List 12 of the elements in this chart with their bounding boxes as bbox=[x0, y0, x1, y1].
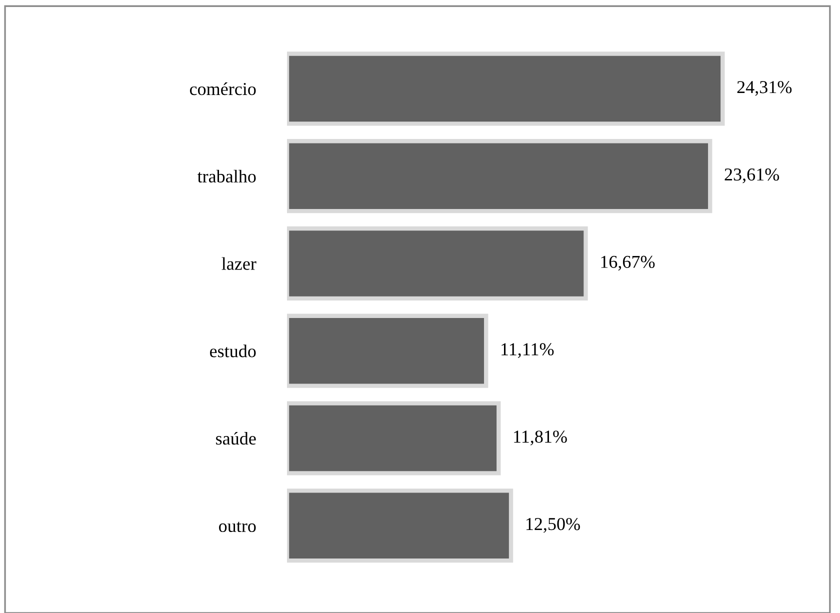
y-tick-label: lazer bbox=[222, 257, 256, 270]
data-label: 16,67% bbox=[601, 256, 655, 271]
data-label: 11,11% bbox=[502, 343, 554, 358]
y-tick-label: comércio bbox=[190, 82, 256, 96]
data-label: 23,61% bbox=[724, 168, 780, 184]
data-label: 24,31% bbox=[737, 81, 792, 96]
data-label: 11,81% bbox=[514, 430, 567, 446]
y-tick-label: saúde bbox=[216, 432, 256, 445]
data-label: 12,50% bbox=[526, 518, 580, 533]
y-tick-label: outro bbox=[219, 522, 256, 532]
y-tick-label: trabalho bbox=[197, 170, 256, 183]
y-tick-label: estudo bbox=[210, 344, 256, 358]
